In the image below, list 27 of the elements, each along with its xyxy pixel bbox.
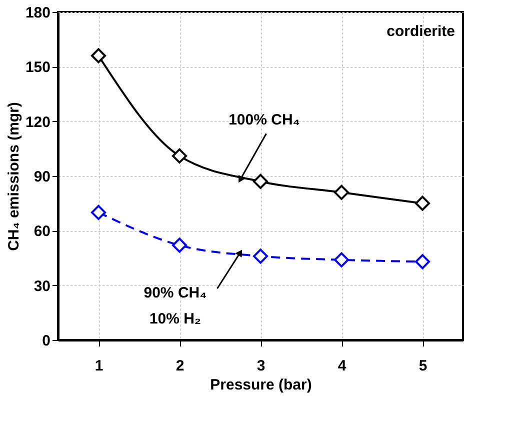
y-tick-label: 120 <box>25 114 50 131</box>
y-axis-title: CH₄ emissions (mgr) <box>5 102 22 251</box>
point <box>172 148 188 164</box>
y-tick-label: 60 <box>34 223 50 240</box>
x-tick-label: 3 <box>256 358 266 374</box>
x-tick-label: 1 <box>94 358 104 374</box>
point <box>334 252 350 268</box>
point <box>334 184 350 200</box>
y-tick-label: 0 <box>42 332 50 350</box>
x-tick-label: 4 <box>338 358 347 374</box>
point <box>414 196 430 211</box>
y-tick-label: 90 <box>34 168 50 186</box>
point <box>252 174 268 189</box>
y-tick-label: 150 <box>25 59 50 76</box>
annotation: 100% CH₄ <box>228 112 300 129</box>
annotation: 90% CH₄ 10% H₂ <box>144 284 207 328</box>
point <box>172 238 188 253</box>
point <box>252 248 268 264</box>
y-tick-label: 30 <box>34 278 50 295</box>
x-tick-label: 2 <box>176 358 184 374</box>
annotation: cordierite <box>386 23 455 40</box>
point <box>90 204 106 220</box>
point <box>414 254 430 270</box>
y-tick-label: 180 <box>25 4 50 22</box>
x-tick-label: 5 <box>418 358 428 374</box>
point <box>90 48 106 64</box>
x-axis-title: Pressure (bar) <box>210 376 312 394</box>
